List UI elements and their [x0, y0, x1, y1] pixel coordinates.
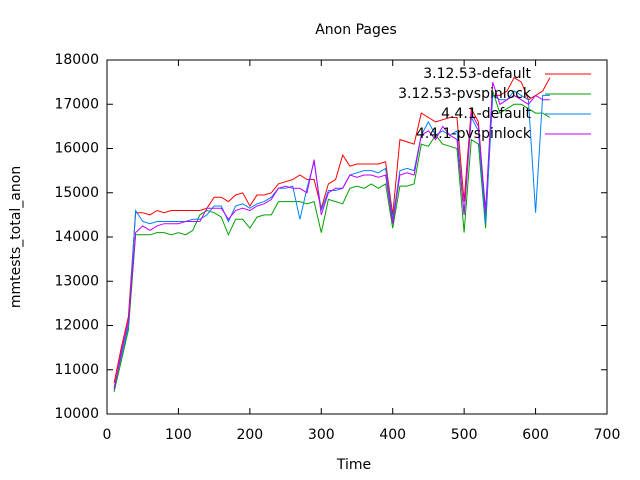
- series-line: [113, 90, 551, 393]
- y-tick-label: 17000: [54, 96, 99, 112]
- x-tick-label: 400: [379, 427, 406, 443]
- y-tick-label: 14000: [54, 229, 99, 245]
- legend-label: 4.4.1-pvspinlock: [416, 126, 532, 142]
- y-tick-label: 10000: [54, 406, 99, 422]
- y-tick-label: 13000: [54, 273, 99, 289]
- chart-title: Anon Pages: [315, 22, 397, 38]
- legend-label: 3.12.53-default: [423, 66, 531, 82]
- y-axis-label: mmtests_total_anon: [8, 166, 24, 308]
- x-axis-label: Time: [336, 457, 371, 473]
- y-tick-label: 16000: [54, 141, 99, 157]
- plot-frame: [106, 59, 608, 415]
- x-tick-label: 300: [308, 427, 335, 443]
- x-tick-label: 700: [594, 427, 621, 443]
- y-tick-label: 15000: [54, 185, 99, 201]
- x-tick-label: 500: [451, 427, 478, 443]
- x-tick-label: 100: [165, 427, 192, 443]
- y-tick-label: 18000: [54, 52, 99, 68]
- series-line: [113, 76, 551, 384]
- series-line: [113, 81, 550, 390]
- y-tick-label: 11000: [54, 362, 99, 378]
- legend-label: 3.12.53-pvspinlock: [398, 86, 532, 102]
- x-tick-label: 600: [522, 427, 549, 443]
- x-tick-label: 0: [103, 427, 112, 443]
- y-tick-label: 12000: [54, 318, 99, 334]
- legend-label: 4.4.1-default: [441, 106, 531, 122]
- x-tick-label: 200: [236, 427, 263, 443]
